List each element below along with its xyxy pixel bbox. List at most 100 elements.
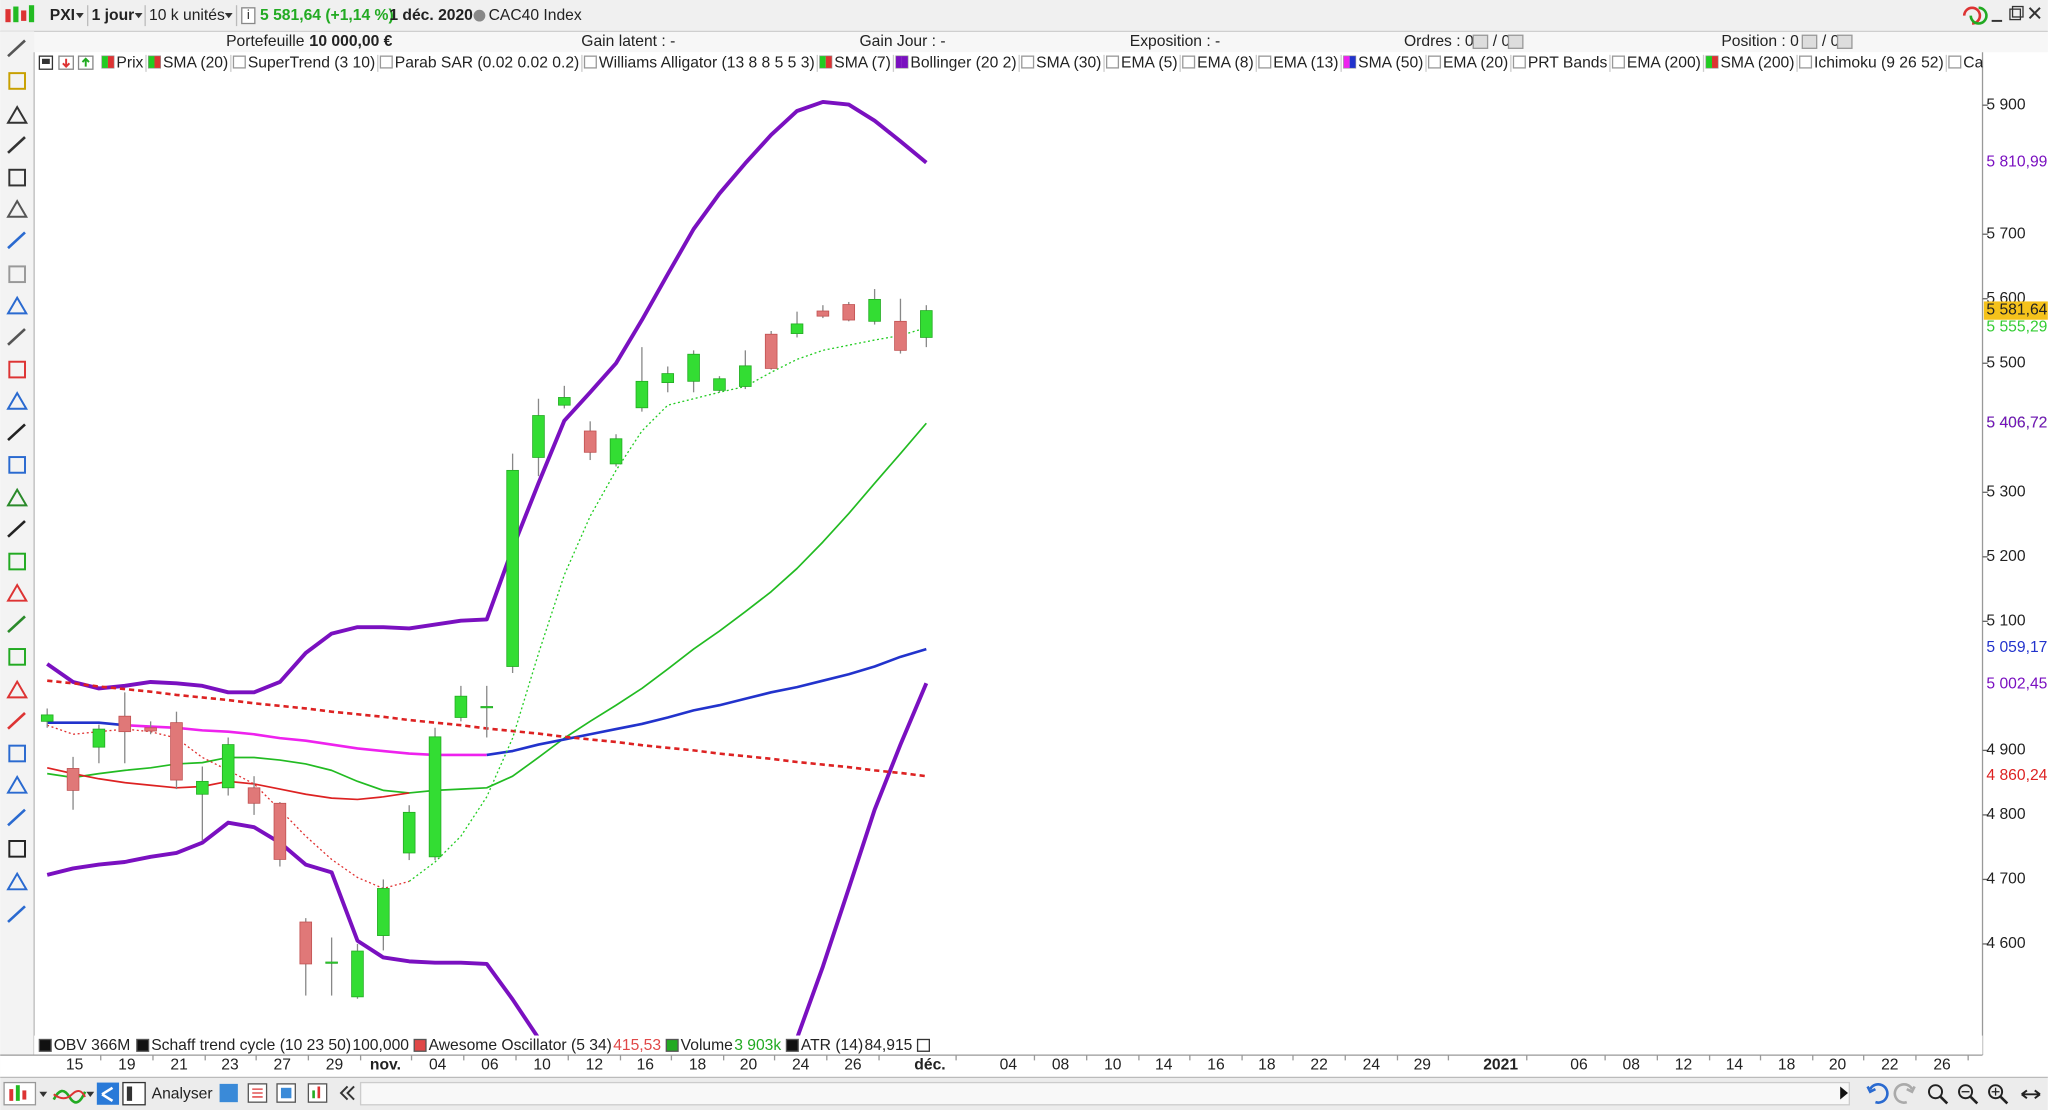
indicator-label[interactable]: Canal de Don [1963,54,2048,71]
x-tick-label: 08 [1623,1057,1641,1074]
chart-area [35,52,1983,1036]
x-tick-label: 18 [1778,1057,1796,1074]
tool-icon[interactable] [8,360,26,379]
symbol[interactable]: PXI [50,7,75,24]
candle-body [247,787,261,804]
tool-icon[interactable] [6,199,29,218]
candle-body [377,888,390,936]
tool-icon[interactable] [7,615,26,634]
window-controls[interactable] [1962,5,2041,25]
tool-icon[interactable] [7,905,26,923]
tool-icon[interactable] [8,72,26,90]
candle-body [506,469,519,667]
portfolio-label: Portefeuille : [226,33,313,50]
tool-icon[interactable] [6,391,29,410]
analyse-button[interactable]: Analyser [152,1085,213,1102]
indicator-checkbox[interactable] [1021,55,1035,69]
legend-tools[interactable] [38,55,94,70]
tool-icon[interactable] [7,39,26,58]
indicator-label[interactable]: EMA (200) [1627,54,1701,71]
tool-icon[interactable] [7,712,26,730]
tool-icon[interactable] [8,168,26,187]
indicator-label[interactable]: SMA (200) [1720,54,1794,71]
tool-icon[interactable] [6,775,29,794]
indicator-label[interactable]: EMA (20) [1443,54,1508,71]
info-icon[interactable] [241,7,256,25]
x-tick-label: 24 [1363,1057,1381,1074]
zoom-tools[interactable] [1866,1083,2041,1105]
indicator-checkbox[interactable] [1611,55,1625,69]
indicator-label[interactable]: EMA (8) [1197,54,1254,71]
indicator-label[interactable]: SMA (30) [1036,54,1101,71]
tool-icon[interactable] [7,328,26,346]
scrollbar[interactable] [359,1081,1850,1106]
x-tick-label: 04 [1000,1057,1018,1074]
indicator-checkbox[interactable] [665,1038,679,1052]
tool-icon[interactable] [6,679,29,699]
indicator-label[interactable]: SMA (50) [1358,54,1423,71]
candle-body [894,320,907,351]
indicator-checkbox[interactable] [1182,55,1196,69]
indicator-checkbox[interactable] [1512,55,1526,69]
tool-icon[interactable] [7,520,26,538]
tool-icon[interactable] [6,871,29,891]
indicator-label[interactable]: SMA (7) [834,54,891,71]
tool-icon[interactable] [7,808,26,827]
tool-icon[interactable] [6,105,29,124]
period[interactable]: 1 jour [92,7,135,24]
tool-icon[interactable] [7,136,26,154]
indicator-checkbox[interactable] [1948,55,1962,69]
tool-icon[interactable] [7,423,26,442]
indicator-label[interactable]: Parab SAR (0.02 0.02 0.2) [395,54,580,71]
indicator-checkbox[interactable] [1427,55,1442,69]
tool-icon[interactable] [6,295,29,315]
orders-icon[interactable] [1507,34,1524,49]
account-bar [0,31,2048,53]
indicator-label[interactable]: Awesome Oscillator (5 34) [429,1037,612,1054]
indicator-label[interactable]: Bollinger (20 2) [910,54,1016,71]
chart-type-icon[interactable] [5,5,35,23]
indicator-label[interactable]: Volume [681,1037,734,1054]
tool-icon[interactable] [8,648,26,666]
tool-icon[interactable] [8,456,26,474]
tool-icon[interactable] [8,265,26,284]
indicator-checkbox[interactable] [38,1038,52,1052]
indicator-label[interactable]: Schaff trend cycle (10 23 50) [151,1037,351,1054]
position-icon[interactable] [1801,34,1818,49]
indicator-checkbox[interactable] [232,55,246,69]
indicator-label[interactable]: PRT Bands [1528,54,1608,71]
indicator-label[interactable]: EMA (13) [1273,54,1338,71]
tool-icon[interactable] [8,552,26,571]
indicator-label[interactable]: OBV 366M [54,1037,131,1054]
tool-icon[interactable] [7,231,26,250]
bottom-tools[interactable] [3,1081,146,1106]
tool-icon[interactable] [8,840,26,858]
bottom-tools[interactable] [219,1083,355,1103]
scroll-right[interactable] [1840,1086,1849,1100]
indicator-checkbox[interactable] [1258,55,1272,69]
indicator-label[interactable]: Williams Alligator (13 8 8 5 5 3) [599,54,815,71]
units[interactable]: 10 k unités [149,7,225,24]
indicator-label[interactable]: Prix [116,54,143,71]
indicator-label[interactable]: Ichimoku (9 26 52) [1814,54,1944,71]
indicator-label[interactable]: ATR (14) [801,1037,863,1054]
orders-icon[interactable] [1472,34,1489,49]
indicator-checkbox[interactable] [1799,55,1813,69]
position-icon[interactable] [1836,34,1853,49]
indicator-checkbox[interactable] [413,1038,427,1052]
candle-body [402,811,416,854]
tool-icon[interactable] [6,583,29,602]
x-tick-label: 20 [1829,1057,1847,1074]
tool-icon[interactable] [6,487,29,507]
candle-body [842,304,856,321]
tool-icon[interactable] [8,744,26,763]
indicator-label[interactable]: EMA (5) [1121,54,1178,71]
panel-icon[interactable] [916,1038,930,1052]
indicator-label[interactable]: SuperTrend (3 10) [248,54,375,71]
indicator-checkbox[interactable] [785,1038,799,1052]
indicator-label[interactable]: SMA (20) [163,54,228,71]
indicator-checkbox[interactable] [379,55,393,69]
indicator-checkbox[interactable] [1105,55,1120,69]
indicator-checkbox[interactable] [583,55,597,69]
indicator-checkbox[interactable] [136,1038,150,1052]
